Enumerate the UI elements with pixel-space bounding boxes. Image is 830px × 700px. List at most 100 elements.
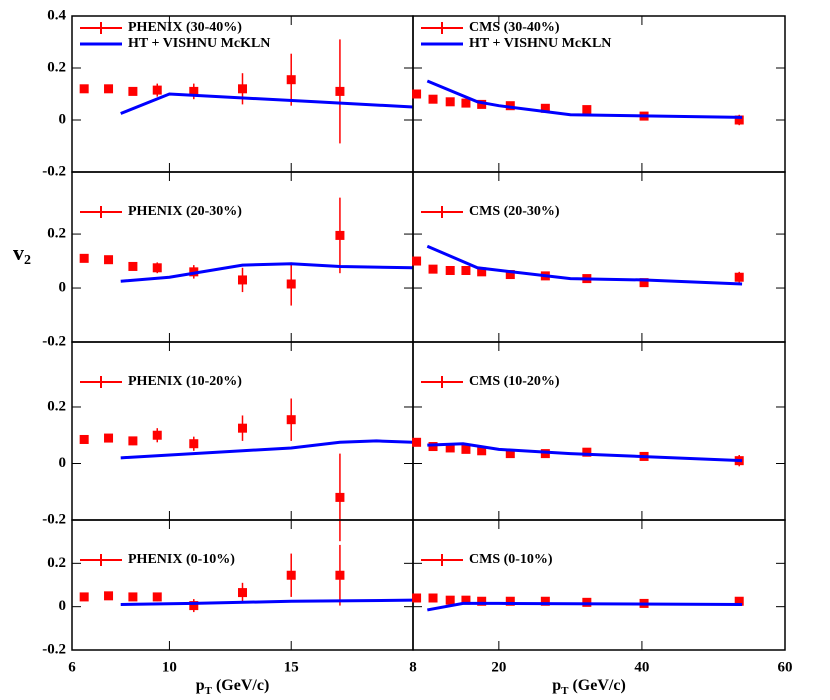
y-tick-label: 0.2	[47, 59, 66, 75]
marker	[79, 434, 89, 444]
marker	[238, 423, 247, 433]
panel-frame	[71, 171, 414, 343]
marker	[286, 415, 296, 425]
marker	[104, 591, 114, 601]
marker	[428, 442, 438, 452]
marker	[104, 84, 114, 94]
legend-label: CMS (30-40%)	[469, 20, 560, 35]
marker	[238, 84, 247, 94]
marker	[461, 265, 471, 275]
legend-label: PHENIX (20-30%)	[128, 204, 242, 219]
x-tick-label: 10	[162, 659, 177, 675]
y-tick-label: -0.2	[42, 641, 66, 657]
x-tick-label: 6	[68, 659, 76, 675]
x-axis-label-text: p	[552, 677, 561, 694]
marker	[412, 89, 422, 99]
marker	[477, 446, 487, 456]
marker	[335, 570, 345, 580]
x-axis-label: pT (GeV/c)	[196, 677, 270, 697]
model-line	[120, 439, 414, 460]
marker	[152, 430, 162, 440]
marker	[505, 270, 515, 280]
marker	[335, 230, 345, 240]
marker	[189, 601, 199, 611]
marker	[461, 98, 471, 108]
y-axis-label-sub: 2	[24, 253, 31, 268]
marker	[335, 492, 345, 502]
marker	[189, 439, 199, 449]
marker	[734, 596, 744, 606]
marker	[582, 105, 592, 115]
x-axis-label-rest: (GeV/c)	[212, 677, 269, 694]
legend-label: CMS (0-10%)	[469, 552, 553, 567]
marker	[79, 84, 89, 94]
marker	[152, 85, 162, 95]
y-tick-label: 0	[59, 455, 67, 471]
x-axis-label-sub: T	[205, 685, 213, 697]
marker	[734, 272, 744, 282]
marker	[734, 115, 744, 125]
marker	[286, 75, 296, 85]
marker	[428, 94, 438, 104]
y-tick-label: -0.2	[42, 511, 66, 527]
model-line	[427, 601, 743, 612]
x-tick-label: 15	[284, 659, 299, 675]
marker	[477, 267, 487, 277]
marker	[477, 596, 487, 606]
marker	[412, 437, 422, 447]
legend-label: HT + VISHNU McKLN	[469, 36, 611, 51]
marker	[152, 263, 162, 273]
marker	[461, 595, 471, 605]
x-tick-label: 60	[778, 659, 793, 675]
marker	[445, 443, 455, 453]
y-axis-label: v2	[13, 240, 31, 268]
y-tick-label: 0.4	[47, 7, 66, 23]
marker	[445, 595, 455, 605]
marker	[540, 103, 550, 113]
x-axis-label-text: p	[196, 677, 205, 694]
marker	[104, 433, 114, 443]
legend-label: PHENIX (30-40%)	[128, 20, 242, 35]
x-axis-label-rest: (GeV/c)	[568, 677, 625, 694]
marker	[189, 86, 199, 96]
y-tick-label: 0.2	[47, 226, 66, 242]
marker	[286, 279, 296, 289]
marker	[412, 593, 422, 603]
marker	[128, 261, 138, 271]
model-line	[426, 79, 743, 119]
marker	[477, 99, 487, 109]
marker	[461, 444, 471, 454]
marker	[128, 86, 138, 96]
legend-label: CMS (10-20%)	[469, 374, 560, 389]
y-tick-label: 0.2	[47, 398, 66, 414]
marker	[335, 86, 345, 96]
y-tick-label: 0	[59, 598, 67, 614]
y-tick-label: 0.2	[47, 555, 66, 571]
model-line	[427, 442, 743, 463]
marker	[445, 265, 455, 275]
marker	[238, 588, 247, 598]
x-tick-label: 40	[634, 659, 649, 675]
marker	[639, 278, 649, 288]
panel-frame	[412, 171, 786, 343]
x-tick-label: 20	[491, 659, 506, 675]
marker	[505, 449, 515, 459]
y-tick-label: 0	[59, 111, 67, 127]
panel-frame	[412, 341, 786, 521]
y-axis-label-text: v	[13, 240, 24, 265]
marker	[428, 264, 438, 274]
marker	[128, 436, 138, 446]
marker	[286, 570, 296, 580]
marker	[79, 253, 89, 263]
y-tick-label: -0.2	[42, 163, 66, 179]
model-line	[120, 92, 414, 115]
panel-frame	[412, 519, 786, 651]
legend-label: HT + VISHNU McKLN	[128, 36, 270, 51]
x-axis-label: pT (GeV/c)	[552, 677, 626, 697]
model-line	[120, 262, 414, 283]
marker	[505, 596, 515, 606]
marker	[128, 592, 138, 602]
marker	[152, 592, 162, 602]
marker	[104, 255, 114, 265]
